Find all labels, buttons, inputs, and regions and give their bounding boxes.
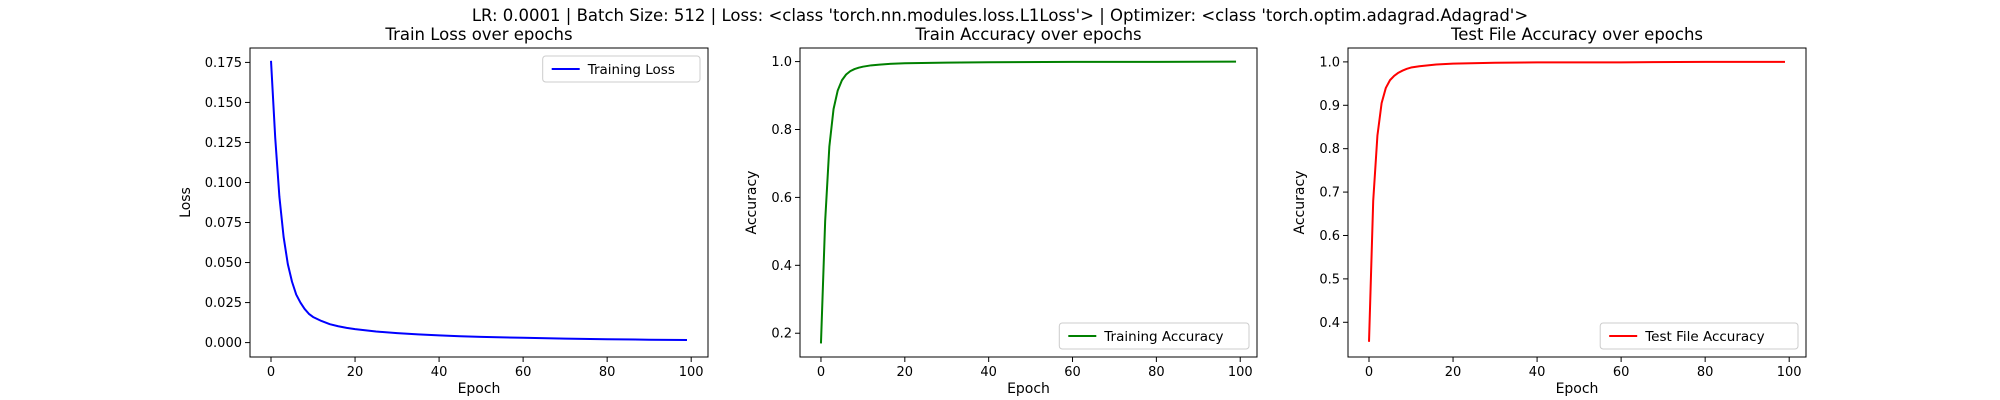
train-loss-legend-box [542,55,701,83]
train-loss-ylabel: Loss [178,187,194,218]
test-accuracy-xtick-label: 40 [1529,365,1546,380]
charts-container: Train Loss over epochs 0 20 40 60 80 100 0.000 0… [178,25,1807,397]
train-accuracy-ytick-label: 0.4 [771,259,792,274]
train-loss-series-line [270,60,687,342]
train-loss-xtick-label: 0 [267,365,275,380]
test-accuracy-ytick-label: 0.9 [1319,99,1340,114]
train-accuracy-ytick-label: 1.0 [771,55,792,70]
test-accuracy-series-line [1368,60,1785,342]
train-loss-xlabel: Epoch [458,381,501,397]
train-loss-xtick-label: 80 [599,365,616,380]
train-loss-ytick-label: 0.125 [205,136,242,151]
train-accuracy-xtick-label: 40 [980,365,997,380]
test-accuracy-ytick-label: 0.7 [1319,186,1340,201]
test-accuracy-chart: Test File Accuracy over epochs 0 20 40 60 80 1… [1292,25,1807,397]
train-accuracy-ytick-label: 0.8 [771,123,792,138]
test-accuracy-legend: Test File Accuracy [1599,322,1799,350]
train-loss-axes-frame [249,47,709,358]
train-accuracy-chart: Train Accuracy over epochs 0 20 40 60 80 100 0.… [744,25,1258,397]
train-accuracy-xtick-label: 20 [897,365,914,380]
train-loss-ytick-label: 0.000 [205,336,242,351]
test-accuracy-ylabel: Accuracy [1292,171,1308,235]
train-loss-ytick-label: 0.075 [205,216,242,231]
train-accuracy-ylabel: Accuracy [744,171,760,235]
figure-suptitle: LR: 0.0001 | Batch Size: 512 | Loss: <cl… [472,6,1528,25]
train-loss-ytick-label: 0.100 [205,176,242,191]
train-loss-ytick-label: 0.150 [205,96,242,111]
test-accuracy-xtick-label: 80 [1697,365,1714,380]
test-accuracy-xlabel: Epoch [1556,381,1599,397]
train-loss-chart: Train Loss over epochs 0 20 40 60 80 100 0.000 0… [178,25,709,397]
test-accuracy-xtick-label: 0 [1365,365,1373,380]
train-accuracy-legend-box [1058,322,1250,350]
train-accuracy-title: Train Accuracy over epochs [914,25,1141,44]
train-loss-xtick-label: 100 [679,365,704,380]
train-loss-xtick-label: 60 [515,365,532,380]
test-accuracy-ytick-label: 0.4 [1319,316,1340,331]
test-accuracy-legend-label: Test File Accuracy [1644,329,1764,345]
train-loss-xtick-label: 40 [431,365,448,380]
train-accuracy-ytick-label: 0.6 [771,191,792,206]
test-accuracy-ytick-label: 0.5 [1319,272,1340,287]
train-accuracy-xtick-label: 0 [817,365,825,380]
test-accuracy-axes-frame [1347,47,1807,358]
train-accuracy-axes-frame [799,47,1258,358]
test-accuracy-ytick-label: 1.0 [1319,55,1340,70]
train-loss-legend-label: Training Loss [587,62,675,78]
test-accuracy-ytick-label: 0.8 [1319,142,1340,157]
train-accuracy-xtick-label: 100 [1228,365,1253,380]
train-accuracy-xtick-label: 80 [1148,365,1165,380]
train-accuracy-ytick-label: 0.2 [771,327,792,342]
test-accuracy-xtick-label: 60 [1613,365,1630,380]
train-loss-ytick-label: 0.050 [205,256,242,271]
test-accuracy-legend-box [1599,322,1799,350]
train-accuracy-legend: Training Accuracy [1058,322,1250,350]
train-accuracy-xlabel: Epoch [1007,381,1050,397]
train-loss-legend: Training Loss [542,55,701,83]
test-accuracy-xtick-label: 100 [1777,365,1802,380]
train-loss-ytick-label: 0.025 [205,296,242,311]
test-accuracy-title: Test File Accuracy over epochs [1450,25,1703,44]
test-accuracy-ytick-label: 0.6 [1319,229,1340,244]
train-accuracy-xtick-label: 60 [1064,365,1081,380]
train-loss-title: Train Loss over epochs [384,25,572,44]
train-loss-ytick-label: 0.175 [205,56,242,71]
train-loss-xtick-label: 20 [347,365,364,380]
train-accuracy-legend-label: Training Accuracy [1103,329,1223,345]
test-accuracy-xtick-label: 20 [1445,365,1462,380]
train-accuracy-series-line [819,60,1237,344]
